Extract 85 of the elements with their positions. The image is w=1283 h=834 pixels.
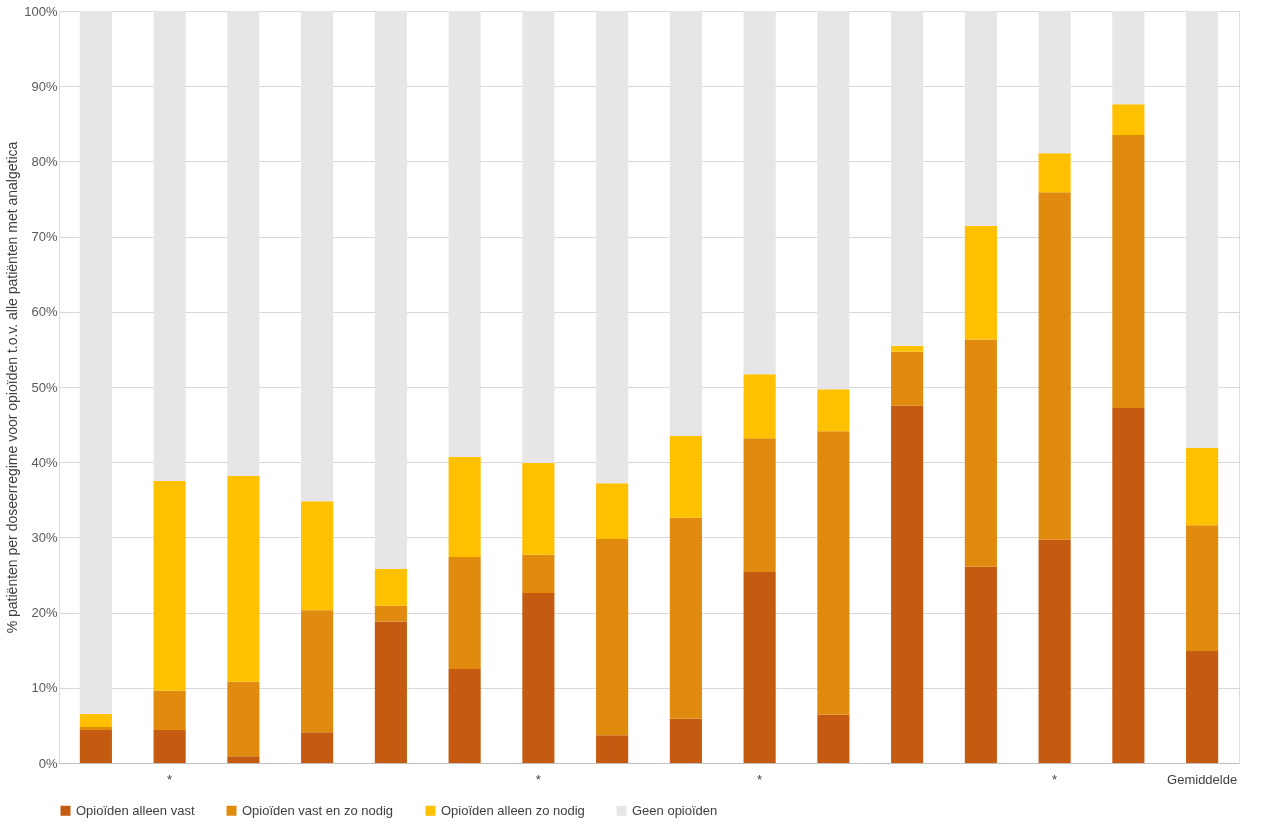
y-tick-label: 80% xyxy=(31,153,58,169)
bar xyxy=(669,435,702,518)
bar xyxy=(669,11,702,436)
bar xyxy=(964,339,997,567)
x-tick-label: * xyxy=(167,771,173,787)
bar xyxy=(891,405,924,763)
bar xyxy=(596,11,629,484)
bar xyxy=(522,462,555,555)
y-tick-label: 70% xyxy=(31,229,58,245)
bar xyxy=(153,729,186,763)
bar xyxy=(964,226,997,340)
y-tick-label: 10% xyxy=(31,680,58,696)
bar xyxy=(596,735,629,763)
legend-label: Opioïden alleen zo nodig xyxy=(441,802,585,818)
legend-label: Opioïden vast en zo nodig xyxy=(242,802,394,818)
bar xyxy=(596,483,629,539)
bar xyxy=(301,732,334,763)
y-tick-label: 20% xyxy=(31,605,58,621)
bar xyxy=(1186,447,1219,526)
bar xyxy=(227,11,260,476)
bar xyxy=(1186,525,1219,651)
bar xyxy=(1186,11,1219,448)
bar xyxy=(79,11,112,715)
bar xyxy=(153,11,186,481)
bar xyxy=(374,568,407,606)
y-tick-label: 100% xyxy=(24,3,58,19)
y-tick-label: 90% xyxy=(31,78,58,94)
bar xyxy=(596,538,629,736)
x-tick-label: * xyxy=(535,771,541,787)
bar xyxy=(301,610,334,733)
bar xyxy=(79,726,112,730)
bar xyxy=(817,11,850,390)
bar xyxy=(669,718,702,763)
y-tick-label: 30% xyxy=(31,529,58,545)
bar xyxy=(1038,11,1071,154)
y-tick-label: 60% xyxy=(31,304,58,320)
bar xyxy=(964,11,997,227)
bar xyxy=(817,714,850,763)
bar xyxy=(153,481,186,691)
bar xyxy=(891,345,924,352)
bar xyxy=(1112,11,1145,105)
legend-label: Opioïden alleen vast xyxy=(76,802,195,818)
bar xyxy=(1038,539,1071,763)
bar xyxy=(743,11,776,375)
bar xyxy=(79,714,112,727)
y-tick-label: 40% xyxy=(31,454,58,470)
bar xyxy=(1186,650,1219,763)
bar xyxy=(817,431,850,715)
bar xyxy=(227,475,260,682)
bar xyxy=(1038,153,1071,193)
y-tick-label: 0% xyxy=(38,755,58,771)
bar xyxy=(79,729,112,763)
bar xyxy=(374,11,407,569)
bar xyxy=(374,605,407,622)
x-tick-label: Gemiddelde xyxy=(1167,771,1238,787)
bar xyxy=(669,517,702,719)
bar xyxy=(301,501,334,611)
bar xyxy=(964,566,997,763)
bar xyxy=(227,681,260,757)
y-tick-label: 50% xyxy=(31,379,58,395)
bar xyxy=(153,690,186,730)
bar xyxy=(227,756,260,763)
bar xyxy=(448,556,481,669)
bar xyxy=(1112,104,1145,136)
bar xyxy=(1112,135,1145,409)
x-tick-label: * xyxy=(757,771,763,787)
bar xyxy=(743,438,776,572)
bar xyxy=(448,669,481,763)
bar xyxy=(448,11,481,457)
legend-label: Geen opioïden xyxy=(632,802,718,818)
bar xyxy=(891,11,924,346)
bar xyxy=(301,11,334,502)
bar xyxy=(743,571,776,763)
y-axis-title: % patiënten per doseerregime voor opioïden t.o.v. alle patiënten met analgetica xyxy=(4,141,21,634)
bar xyxy=(1112,408,1145,763)
bar xyxy=(1038,192,1071,540)
bar xyxy=(522,11,555,463)
bar xyxy=(891,351,924,406)
bar xyxy=(817,389,850,432)
bar xyxy=(522,593,555,763)
bar xyxy=(522,554,555,594)
bar xyxy=(448,456,481,557)
bar xyxy=(743,374,776,439)
bar xyxy=(374,621,407,763)
x-tick-label: * xyxy=(1052,771,1058,787)
